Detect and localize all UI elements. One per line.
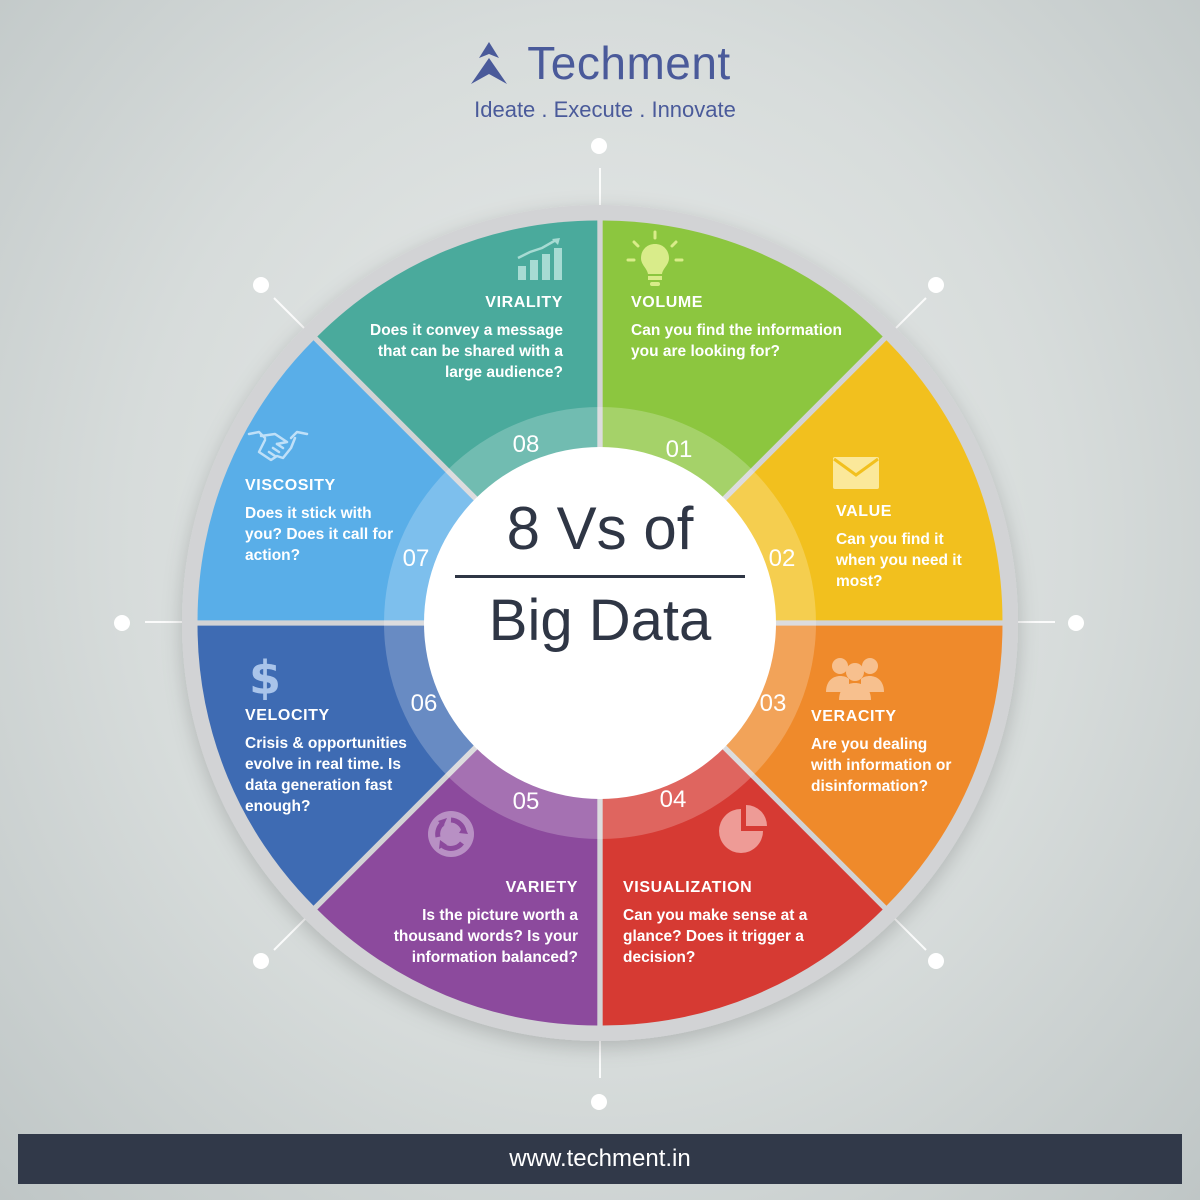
segment-description: Can you make sense at a glance? Does it … (623, 907, 808, 966)
segment-visualization: VISUALIZATION Can you make sense at a gl… (623, 879, 833, 968)
brand-tagline: Ideate . Execute . Innovate (474, 97, 736, 122)
recycle-icon (428, 811, 474, 857)
center-title-line1: 8 Vs of (506, 495, 694, 562)
segment-viscosity: VISCOSITY Does it stick with you? Does i… (245, 477, 400, 566)
segment-description: Does it stick with you? Does it call for… (245, 505, 394, 564)
segment-number: 05 (512, 788, 540, 815)
center-title-divider (455, 575, 745, 578)
segment-description: Does it convey a message that can be sha… (370, 322, 563, 381)
segment-number: 08 (512, 431, 540, 458)
segment-title: VERACITY (811, 708, 897, 725)
segment-title: VOLUME (631, 294, 704, 311)
segment-velocity: VELOCITY Crisis & opportunities evolve i… (245, 707, 430, 817)
segment-title: VALUE (836, 503, 893, 520)
segment-title: VISUALIZATION (623, 879, 753, 896)
brand-header: Techment Ideate . Execute . Innovate (0, 36, 1200, 123)
growth-chart-icon (517, 238, 562, 280)
dollar-icon: $ (249, 651, 281, 700)
segment-title: VELOCITY (245, 707, 330, 724)
segment-number: 07 (402, 545, 430, 572)
segment-variety: VARIETY Is the picture worth a thousand … (370, 879, 578, 968)
segment-description: Is the picture worth a thousand words? I… (393, 907, 578, 966)
pie-chart-icon (719, 805, 767, 853)
segment-number: 01 (665, 436, 693, 463)
segment-title: VARIETY (505, 879, 578, 896)
people-icon (826, 658, 884, 700)
segment-description: Can you find the information you are loo… (631, 322, 842, 360)
segment-number: 03 (759, 690, 787, 717)
center-disc (424, 447, 776, 799)
techment-logo-icon (471, 42, 508, 84)
envelope-icon (833, 457, 879, 489)
segment-number: 04 (659, 786, 687, 813)
brand-name: Techment (527, 37, 731, 89)
segment-description: Can you find it when you need it most? (836, 531, 962, 590)
guide-dots (114, 138, 1084, 1110)
segment-title: VIRALITY (485, 294, 563, 311)
segment-veracity: VERACITY Are you dealing with informatio… (811, 708, 961, 797)
segment-number: 02 (768, 545, 796, 572)
svg-text:$: $ (249, 651, 281, 700)
center-title: 8 Vs of Big Data (430, 495, 770, 654)
handshake-icon (247, 430, 309, 462)
segment-volume: VOLUME Can you find the information you … (631, 294, 851, 362)
segment-virality: VIRALITY Does it convey a message that c… (343, 294, 563, 383)
footer-url: www.techment.in (509, 1145, 691, 1172)
segment-value: VALUE Can you find it when you need it m… (836, 503, 986, 592)
segment-title: VISCOSITY (245, 477, 336, 494)
footer-bar: www.techment.in (18, 1134, 1182, 1184)
segment-description: Crisis & opportunities evolve in real ti… (245, 735, 407, 815)
segment-number: 06 (410, 690, 438, 717)
segment-description: Are you dealing with information or disi… (811, 736, 952, 795)
center-title-line2: Big Data (488, 588, 712, 653)
lightbulb-icon (626, 230, 684, 286)
